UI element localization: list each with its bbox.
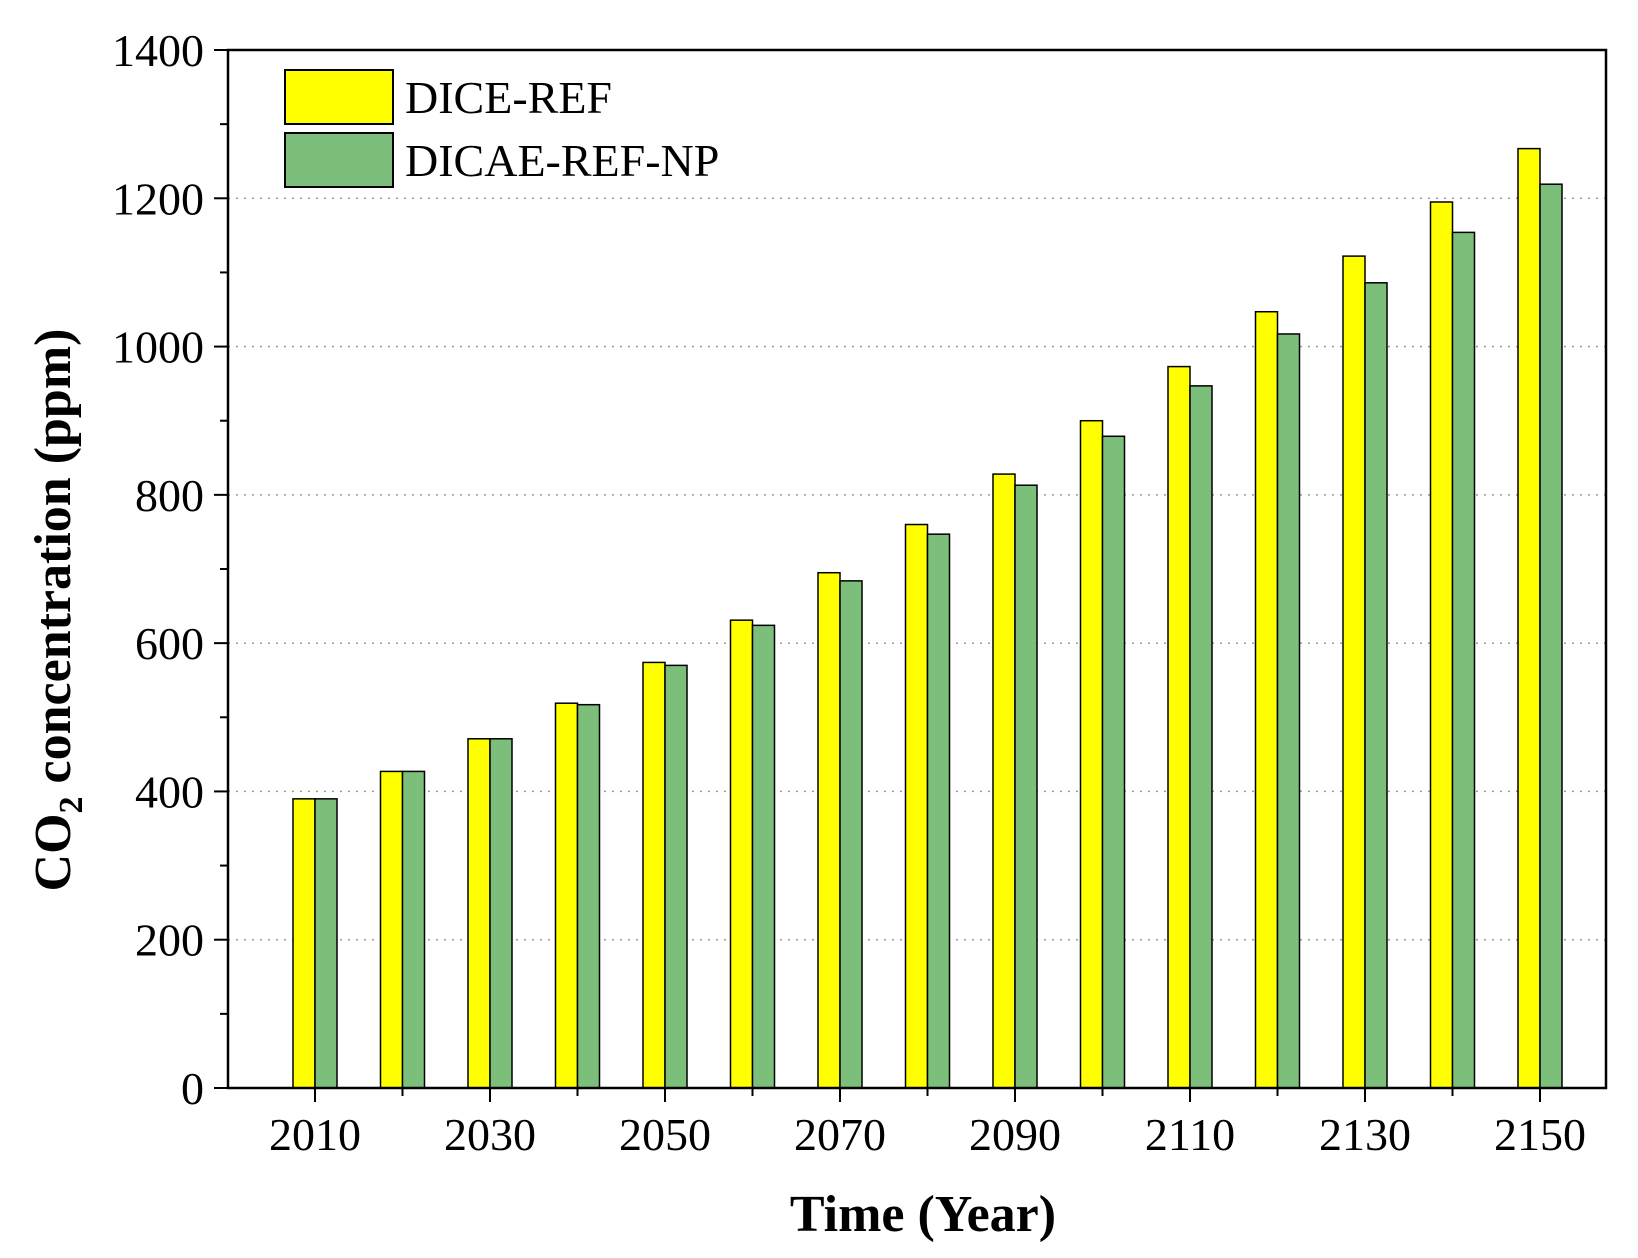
x-axis-title: Time (Year) xyxy=(790,1186,1056,1243)
bar-dicae-ref-np-2090 xyxy=(1014,484,1038,1089)
bars xyxy=(292,147,1563,1089)
bar-dicae-ref-np-2100 xyxy=(1101,435,1126,1089)
bar-dice-ref-2140 xyxy=(1429,201,1454,1089)
bar-dicae-ref-np-2070 xyxy=(839,580,863,1089)
y-axis-title-suffix: concentration (ppm) xyxy=(25,329,82,797)
bar-dice-ref-2040 xyxy=(554,702,579,1089)
bar-dice-ref-2150 xyxy=(1517,147,1541,1089)
y-axis-title-prefix: CO xyxy=(25,813,82,891)
bar-dice-ref-2070 xyxy=(817,571,841,1089)
bar-dice-ref-2120 xyxy=(1254,310,1279,1089)
bar-dice-ref-2060 xyxy=(729,619,754,1089)
x-axis-ticks: 2010 2030 2050 2070 2090 2110 2130 2150 xyxy=(269,1088,1586,1160)
legend-label-dice-ref: DICE-REF xyxy=(405,72,612,123)
legend-swatch-dice-ref xyxy=(284,69,394,125)
x-tick-label: 2070 xyxy=(794,1109,886,1160)
bar-dicae-ref-np-2120 xyxy=(1276,333,1301,1089)
legend-swatch-dicae-ref-np xyxy=(284,132,394,188)
bar-dicae-ref-np-2060 xyxy=(751,624,776,1089)
x-tick-label: 2010 xyxy=(269,1109,361,1160)
x-tick-label: 2030 xyxy=(444,1109,536,1160)
y-tick-label: 1000 xyxy=(112,322,204,373)
x-tick-label: 2050 xyxy=(619,1109,711,1160)
bar-dicae-ref-np-2050 xyxy=(664,664,688,1089)
legend: DICE-REF DICAE-REF-NP xyxy=(284,69,719,188)
y-axis-title-subscript: 2 xyxy=(53,796,90,813)
y-tick-label: 800 xyxy=(135,470,204,521)
bar-dicae-ref-np-2010 xyxy=(314,798,338,1089)
bar-dicae-ref-np-2110 xyxy=(1189,385,1213,1089)
bar-dice-ref-2020 xyxy=(379,770,404,1089)
legend-label-dicae-ref-np: DICAE-REF-NP xyxy=(405,135,719,186)
bar-dicae-ref-np-2140 xyxy=(1451,231,1476,1089)
bar-dice-ref-2080 xyxy=(904,523,929,1089)
bar-dice-ref-2010 xyxy=(292,798,316,1089)
bar-dice-ref-2050 xyxy=(642,661,666,1089)
y-axis-ticks: 0 200 400 600 800 1000 1200 1400 xyxy=(112,25,228,1114)
bar-dice-ref-2100 xyxy=(1079,419,1104,1089)
bar-dice-ref-2110 xyxy=(1167,365,1191,1089)
bar-dicae-ref-np-2080 xyxy=(926,533,951,1089)
y-axis-title: CO2 concentration (ppm) xyxy=(25,329,90,892)
y-tick-label: 1200 xyxy=(112,173,204,224)
bar-dicae-ref-np-2020 xyxy=(401,770,426,1089)
bar-dicae-ref-np-2030 xyxy=(489,738,513,1089)
x-tick-label: 2130 xyxy=(1319,1109,1411,1160)
bar-dice-ref-2030 xyxy=(467,738,491,1089)
y-tick-label: 0 xyxy=(181,1063,204,1114)
bar-dicae-ref-np-2150 xyxy=(1539,183,1563,1089)
bar-dice-ref-2090 xyxy=(992,473,1016,1089)
y-tick-label: 200 xyxy=(135,915,204,966)
bar-dicae-ref-np-2040 xyxy=(576,703,601,1089)
y-tick-label: 600 xyxy=(135,618,204,669)
bar-dice-ref-2130 xyxy=(1342,255,1366,1089)
y-tick-label: 400 xyxy=(135,766,204,817)
bar-dicae-ref-np-2130 xyxy=(1364,282,1388,1089)
x-tick-label: 2110 xyxy=(1145,1109,1235,1160)
x-tick-label: 2150 xyxy=(1494,1109,1586,1160)
x-tick-label: 2090 xyxy=(969,1109,1061,1160)
y-tick-label: 1400 xyxy=(112,25,204,76)
